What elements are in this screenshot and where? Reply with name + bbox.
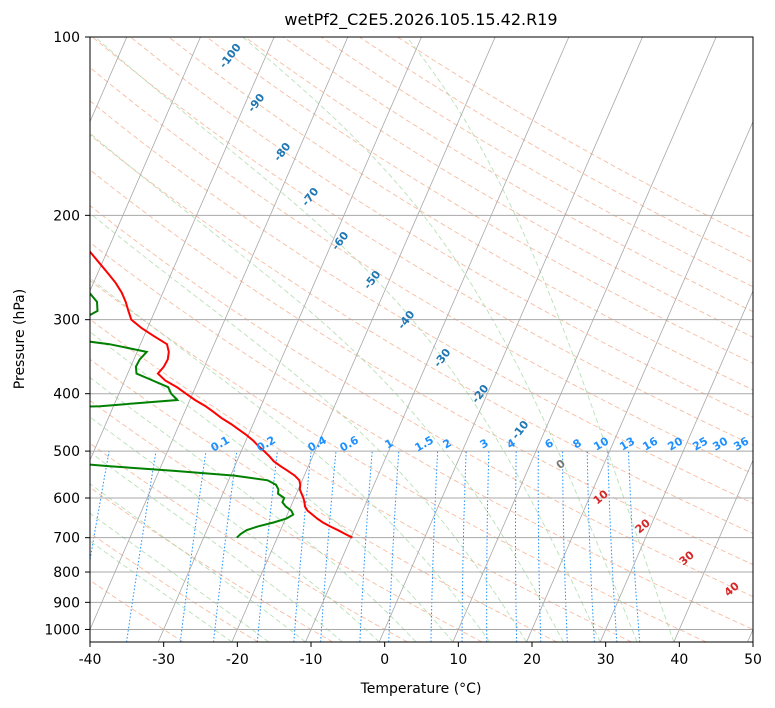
dry-adiabat-line [130, 37, 753, 418]
moist-adiabat-line [94, 37, 601, 642]
moist-adiabat-line [90, 416, 380, 642]
dry-adiabat-line [320, 37, 753, 288]
dry-adiabat-line [90, 579, 184, 642]
isotherm-line [452, 37, 717, 642]
y-tick-label: 100 [53, 30, 80, 46]
y-axis-label: Pressure (hPa) [12, 289, 28, 389]
dry-adiabat-line [90, 100, 753, 504]
axis-ticks: -40 -30 -20 -10 0 10 20 30 40 50 100 200 300 400 500 60… [44, 30, 762, 668]
sounding-profiles [90, 250, 353, 539]
dry-adiabat-line [90, 205, 753, 598]
mixing-ratio-line [537, 451, 542, 642]
x-tick-label: 30 [597, 652, 615, 668]
x-tick-label: -20 [226, 652, 249, 668]
moist-adiabat-line [406, 37, 675, 642]
mixing-ratio-line [515, 451, 518, 642]
isotherm-line [526, 120, 753, 642]
x-tick-label: -30 [152, 652, 175, 668]
background-lines [90, 37, 753, 642]
isotherm-line [305, 37, 570, 642]
dry-adiabat-line [90, 318, 632, 642]
mixing-ratio-line [293, 451, 312, 642]
isotherm-line [157, 37, 422, 642]
y-tick-label: 400 [53, 387, 80, 403]
mixing-ratio-line [320, 451, 337, 642]
x-tick-label: 0 [380, 652, 389, 668]
dry-adiabat-line [92, 37, 753, 446]
x-tick-label: 20 [523, 652, 541, 668]
y-tick-label: 700 [53, 531, 80, 547]
moist-adiabat-line [90, 540, 233, 642]
isotherm-line [231, 37, 496, 642]
dry-adiabat-line [90, 169, 753, 566]
mixing-ratio-line [607, 451, 618, 642]
mixing-ratio-line [430, 451, 439, 642]
dry-adiabat-line [168, 37, 753, 391]
isotherm-line [599, 289, 753, 642]
mixing-ratio-line [256, 451, 278, 642]
moist-adiabat-line [90, 212, 527, 642]
profile-line [90, 291, 295, 539]
dry-adiabat-line [90, 400, 483, 642]
x-tick-label: 40 [670, 652, 688, 668]
y-tick-label: 600 [53, 491, 80, 507]
y-tick-label: 1000 [44, 622, 80, 638]
mixing-ratio-line [359, 451, 373, 642]
isotherm-line [90, 37, 349, 631]
isotherm-line [673, 459, 753, 642]
isotherm-line [90, 37, 201, 292]
dry-adiabat-line [90, 358, 558, 642]
y-tick-label: 500 [53, 444, 80, 460]
grid-lines [90, 37, 753, 642]
x-tick-label: -10 [300, 652, 323, 668]
y-tick-label: 200 [53, 208, 80, 224]
mixing-ratio-line [586, 451, 595, 642]
profile-line [90, 250, 353, 539]
mixing-ratio-line [562, 451, 568, 642]
moist-adiabat-line [90, 132, 564, 642]
isotherm-line [90, 37, 275, 462]
plot-frame [89, 36, 754, 643]
dry-adiabat-line [90, 134, 753, 535]
chart-title: wetPf2_C2E5.2026.105.15.42.R19 [284, 10, 557, 30]
x-tick-label: 10 [449, 652, 467, 668]
x-axis-label: Temperature (°C) [360, 681, 482, 697]
x-tick-label: -40 [79, 652, 102, 668]
y-tick-label: 800 [53, 565, 80, 581]
mixing-ratio-line [461, 451, 467, 642]
y-tick-label: 300 [53, 313, 80, 329]
x-tick-label: 50 [744, 652, 762, 668]
moist-adiabat-line [90, 376, 417, 642]
dry-adiabat-line [90, 241, 753, 630]
isotherm-line [378, 37, 643, 642]
y-tick-label: 900 [53, 595, 80, 611]
dry-adiabat-line [90, 279, 707, 642]
moist-adiabat-line [90, 451, 343, 642]
mixing-ratio-line [388, 451, 400, 642]
